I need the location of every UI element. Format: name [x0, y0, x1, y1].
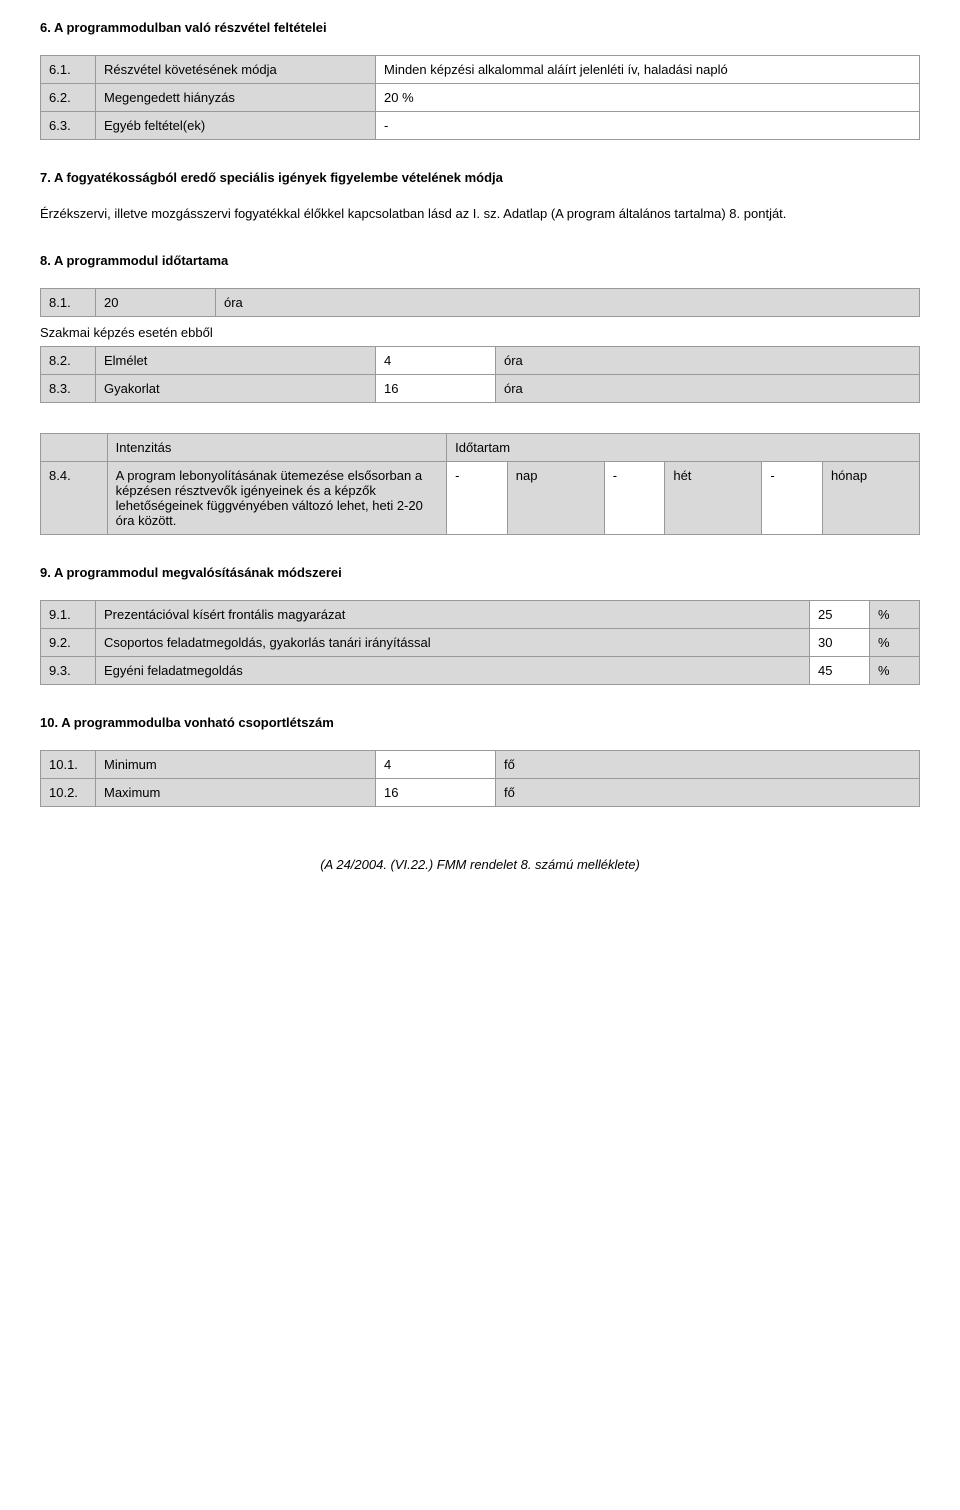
cell-label: Részvétel követésének módja: [96, 56, 376, 84]
cell-blank: [41, 434, 108, 462]
table-row: 10.2. Maximum 16 fő: [41, 779, 920, 807]
table-row: 8.4. A program lebonyolításának ütemezés…: [41, 462, 920, 535]
section8-sublabel: Szakmai képzés esetén ebből: [40, 325, 920, 340]
table-row: 8.3. Gyakorlat 16 óra: [41, 375, 920, 403]
cell-value: 25: [810, 601, 870, 629]
table-row: Intenzitás Időtartam: [41, 434, 920, 462]
section8-table-84: Intenzitás Időtartam 8.4. A program lebo…: [40, 433, 920, 535]
cell-value: 4: [376, 751, 496, 779]
table-row: 6.1. Részvétel követésének módja Minden …: [41, 56, 920, 84]
section8-table-8283: 8.2. Elmélet 4 óra 8.3. Gyakorlat 16 óra: [40, 346, 920, 403]
cell-het-val: -: [604, 462, 665, 535]
cell-label: Egyéb feltétel(ek): [96, 112, 376, 140]
cell-honap-val: -: [762, 462, 823, 535]
cell-value: 45: [810, 657, 870, 685]
cell-idotartam-header: Időtartam: [447, 434, 920, 462]
table-row: 8.2. Elmélet 4 óra: [41, 347, 920, 375]
cell-intenzitas-header: Intenzitás: [107, 434, 446, 462]
cell-label: Megengedett hiányzás: [96, 84, 376, 112]
section9-table: 9.1. Prezentációval kísért frontális mag…: [40, 600, 920, 685]
cell-value: 4: [376, 347, 496, 375]
section8-table-81: 8.1. 20 óra: [40, 288, 920, 317]
cell-label: Elmélet: [96, 347, 376, 375]
cell-label: Maximum: [96, 779, 376, 807]
cell-label: Csoportos feladatmegoldás, gyakorlás tan…: [96, 629, 810, 657]
cell-value: 20: [96, 289, 216, 317]
cell-num: 8.3.: [41, 375, 96, 403]
section9-title: 9. A programmodul megvalósításának módsz…: [40, 565, 920, 580]
cell-unit: %: [870, 601, 920, 629]
cell-num: 6.1.: [41, 56, 96, 84]
cell-num: 8.2.: [41, 347, 96, 375]
page-footer: (A 24/2004. (VI.22.) FMM rendelet 8. szá…: [40, 857, 920, 872]
cell-value: -: [376, 112, 920, 140]
table-row: 8.1. 20 óra: [41, 289, 920, 317]
section7-title: 7. A fogyatékosságból eredő speciális ig…: [40, 170, 920, 185]
cell-value: 30: [810, 629, 870, 657]
section7-text: Érzékszervi, illetve mozgásszervi fogyat…: [40, 205, 920, 223]
cell-value: 20 %: [376, 84, 920, 112]
cell-label: Minimum: [96, 751, 376, 779]
cell-num: 8.4.: [41, 462, 108, 535]
table-row: 9.2. Csoportos feladatmegoldás, gyakorlá…: [41, 629, 920, 657]
cell-value: Minden képzési alkalommal aláírt jelenlé…: [376, 56, 920, 84]
cell-unit: %: [870, 629, 920, 657]
cell-num: 8.1.: [41, 289, 96, 317]
cell-het: hét: [665, 462, 762, 535]
cell-unit: fő: [496, 751, 920, 779]
section8-title: 8. A programmodul időtartama: [40, 253, 920, 268]
table-row: 9.3. Egyéni feladatmegoldás 45 %: [41, 657, 920, 685]
cell-unit: óra: [496, 347, 920, 375]
cell-label: Prezentációval kísért frontális magyaráz…: [96, 601, 810, 629]
table-row: 10.1. Minimum 4 fő: [41, 751, 920, 779]
section6-title: 6. A programmodulban való részvétel felt…: [40, 20, 920, 35]
cell-unit: óra: [216, 289, 920, 317]
cell-num: 9.2.: [41, 629, 96, 657]
cell-value: 16: [376, 375, 496, 403]
cell-num: 6.2.: [41, 84, 96, 112]
cell-num: 10.1.: [41, 751, 96, 779]
cell-nap: nap: [507, 462, 604, 535]
cell-value: 16: [376, 779, 496, 807]
cell-num: 6.3.: [41, 112, 96, 140]
table-row: 6.2. Megengedett hiányzás 20 %: [41, 84, 920, 112]
cell-unit: óra: [496, 375, 920, 403]
cell-label: Gyakorlat: [96, 375, 376, 403]
table-row: 6.3. Egyéb feltétel(ek) -: [41, 112, 920, 140]
table-row: 9.1. Prezentációval kísért frontális mag…: [41, 601, 920, 629]
cell-honap: hónap: [822, 462, 919, 535]
cell-label: Egyéni feladatmegoldás: [96, 657, 810, 685]
section6-table: 6.1. Részvétel követésének módja Minden …: [40, 55, 920, 140]
section10-title: 10. A programmodulba vonható csoportléts…: [40, 715, 920, 730]
cell-num: 9.1.: [41, 601, 96, 629]
cell-num: 10.2.: [41, 779, 96, 807]
cell-unit: %: [870, 657, 920, 685]
cell-num: 9.3.: [41, 657, 96, 685]
cell-unit: fő: [496, 779, 920, 807]
cell-nap-val: -: [447, 462, 508, 535]
section10-table: 10.1. Minimum 4 fő 10.2. Maximum 16 fő: [40, 750, 920, 807]
cell-text: A program lebonyolításának ütemezése els…: [107, 462, 446, 535]
